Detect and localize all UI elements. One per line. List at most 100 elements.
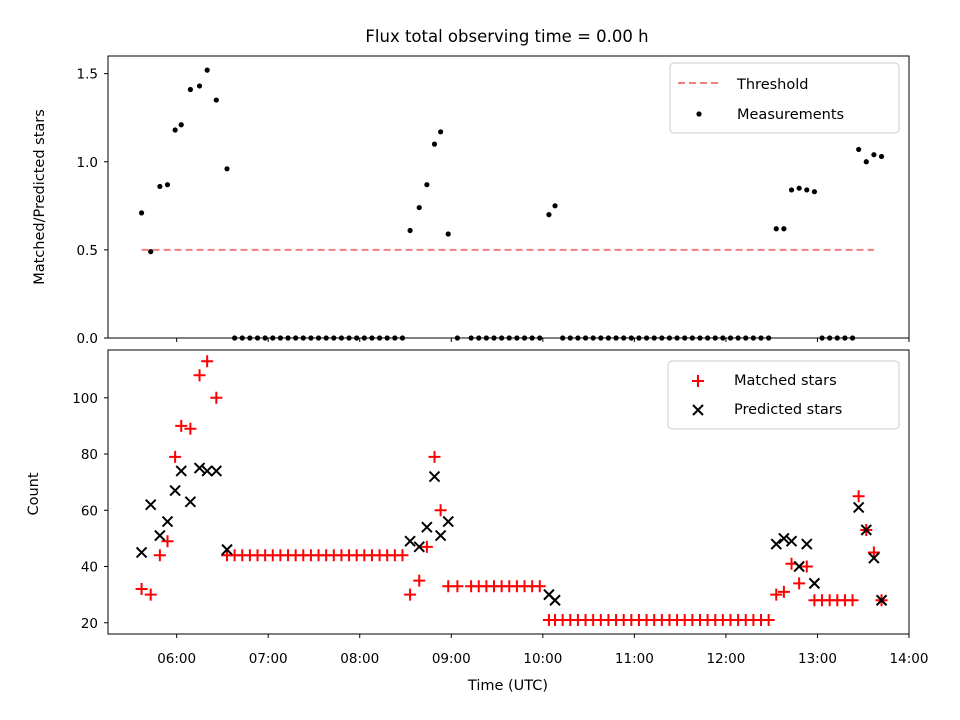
matched-stars-point: [153, 549, 166, 562]
matched-stars-point: [770, 588, 783, 601]
x-tick-label: 12:00: [706, 651, 745, 667]
predicted-stars-point: [413, 541, 425, 553]
predicted-stars-point: [808, 577, 821, 590]
predicted-stars-point: [442, 515, 454, 528]
measurements-point: [878, 153, 885, 160]
measurements-point: [157, 183, 163, 190]
measurements-point: [804, 187, 810, 193]
predicted-stars-point: [860, 524, 872, 536]
legend-matched-label: Matched stars: [734, 373, 837, 389]
measurements-point: [773, 226, 779, 232]
y-tick-label: 80: [81, 447, 98, 463]
matched-stars-point: [420, 540, 433, 553]
x-tick-label: 09:00: [432, 651, 471, 667]
predicted-stars-point: [404, 535, 416, 547]
y-tick-label: 0.0: [77, 331, 98, 347]
measurements-point: [781, 226, 787, 232]
measurements-point: [871, 152, 877, 158]
predicted-stars-point: [161, 515, 174, 528]
count-axes-frame: [107, 349, 910, 635]
matched-stars-point: [193, 369, 206, 382]
predicted-stars-point: [770, 538, 782, 550]
count-xtick-layer: 06:00 07:00 08:00 09:00 10:00 11:00 12:00 13:00…: [157, 634, 928, 667]
count-y-axis-label: Count: [26, 472, 42, 515]
count-legend-box: [667, 360, 900, 430]
ratio-legend: Threshold Measurements: [669, 62, 900, 134]
matched-stars-point: [533, 580, 546, 593]
measurements-point: [224, 166, 230, 172]
x-tick-label: 14:00: [890, 651, 929, 667]
measurements-point: [552, 203, 558, 209]
measurements-point: [438, 129, 444, 135]
legend-predicted-label: Predicted stars: [734, 402, 842, 418]
matched-stars-point: [201, 355, 214, 368]
predicted-stars-point: [135, 546, 148, 559]
matched-stars-point: [210, 391, 223, 404]
x-tick-label: 10:00: [523, 651, 562, 667]
x-tick-label: 06:00: [157, 651, 196, 667]
measurements-point: [424, 182, 430, 188]
ratio-axes-frame: [107, 55, 910, 339]
y-tick-label: 60: [81, 503, 98, 519]
predicted-stars-point: [852, 501, 865, 514]
predicted-stars-point: [875, 594, 888, 606]
x-axis-label: Time (UTC): [467, 678, 548, 694]
predicted-stars-point: [428, 470, 441, 483]
legend-matched-swatch: [692, 375, 704, 387]
matched-stars-point: [793, 577, 806, 590]
y-tick-label: 40: [81, 560, 98, 576]
predicted-stars-point: [193, 462, 206, 474]
predicted-stars-point: [221, 543, 233, 556]
matched-stars-point: [144, 588, 157, 601]
matched-stars-point: [762, 613, 775, 626]
y-tick-label: 100: [72, 391, 98, 407]
legend-threshold-label: Threshold: [736, 77, 808, 93]
matched-stars-point: [161, 535, 174, 548]
measurements-point: [196, 83, 203, 89]
count-panel: 06:00 07:00 08:00 09:00 10:00 11:00 12:00 13:00…: [26, 349, 928, 694]
measurements-point: [148, 249, 154, 255]
predicted-stars-point: [549, 594, 561, 606]
measurements-point: [407, 227, 413, 234]
measurements-point: [172, 127, 178, 133]
measurements-point: [788, 187, 795, 193]
x-tick-label: 07:00: [249, 651, 288, 667]
matched-stars-point: [413, 574, 426, 587]
ratio-ytick-layer: 0.0 0.5 1.0 1.5: [77, 67, 108, 347]
legend-predicted-swatch: [692, 404, 704, 416]
predicted-stars-point: [175, 465, 187, 477]
matched-stars-point: [846, 594, 859, 607]
matched-stars-point: [451, 580, 464, 593]
measurements-point: [811, 189, 818, 195]
count-ytick-layer: 20 40 60 80 100: [72, 391, 108, 632]
ratio-legend-box: [669, 62, 900, 134]
matched-stars-point: [434, 504, 447, 517]
y-tick-label: 1.0: [77, 155, 98, 171]
measurements-point: [178, 122, 184, 128]
y-tick-label: 20: [81, 616, 98, 632]
legend-measurements-label: Measurements: [737, 107, 844, 123]
predicted-stars-point: [169, 484, 181, 497]
matched-stars-point: [852, 490, 865, 503]
matched-stars-point: [169, 450, 182, 463]
x-tick-label: 08:00: [340, 651, 379, 667]
matched-stars-point: [404, 588, 417, 601]
predicted-stars-point: [793, 560, 805, 573]
ratio-xtick-layer: [176, 338, 910, 342]
matched-stars-point: [396, 549, 409, 562]
measurements-point: [164, 182, 171, 188]
predicted-stars-point: [154, 529, 166, 542]
predicted-stars-point: [421, 521, 433, 533]
measurements-point: [431, 141, 438, 147]
ratio-panel: 0.0 0.5 1.0 1.5 Matched/Predicted stars Thr…: [32, 55, 910, 347]
count-legend: Matched stars Predicted stars: [667, 360, 900, 430]
x-tick-label: 11:00: [615, 651, 654, 667]
measurements-point: [416, 204, 422, 211]
legend-measurements-swatch: [696, 111, 702, 117]
predicted-stars-point: [145, 498, 157, 511]
matched-stars-point: [184, 422, 197, 435]
predicted-stars-point: [201, 465, 213, 477]
predicted-stars-point: [801, 538, 813, 550]
predicted-stars-point: [785, 535, 798, 547]
matched-stars-point: [800, 560, 813, 573]
